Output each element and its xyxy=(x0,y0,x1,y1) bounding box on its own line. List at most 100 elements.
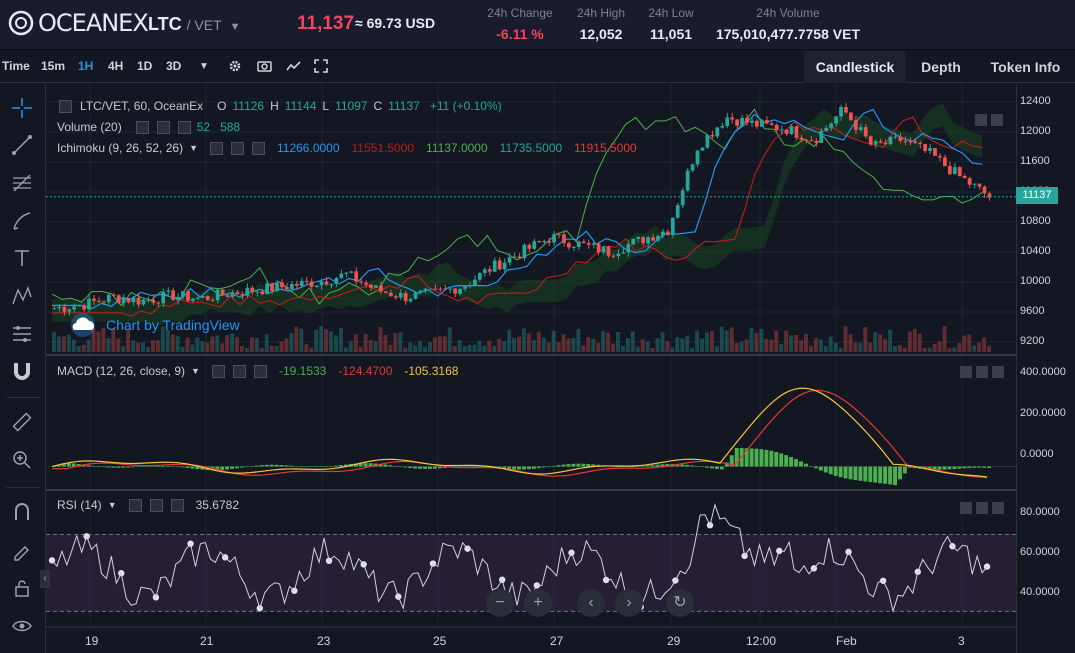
volume-bar xyxy=(611,343,615,352)
indicator-icon[interactable] xyxy=(286,59,301,73)
collapse-sidebar-icon[interactable]: ‹ xyxy=(40,570,50,588)
macd-histogram-bar xyxy=(368,463,373,467)
settings-icon[interactable] xyxy=(232,364,246,378)
close-icon[interactable] xyxy=(177,120,191,134)
volume-bar xyxy=(413,345,418,352)
volume-bar xyxy=(329,331,333,352)
lock-icon[interactable] xyxy=(8,574,36,602)
ruler-icon[interactable] xyxy=(8,408,36,436)
pane-up-icon[interactable] xyxy=(960,366,972,378)
crosshair-icon[interactable] xyxy=(8,94,36,122)
candle-body xyxy=(665,231,670,235)
close-icon[interactable] xyxy=(170,498,184,512)
fib-tool-icon[interactable] xyxy=(8,169,36,197)
macd-histogram-bar xyxy=(244,466,249,468)
interval-1h[interactable]: 1H xyxy=(78,59,94,73)
interval-3d[interactable]: 3D xyxy=(166,59,182,73)
candle-body xyxy=(453,288,457,294)
ichimoku-value: 11137.0000 xyxy=(426,141,488,155)
candle-body xyxy=(502,262,507,270)
candle-body xyxy=(354,271,359,282)
reset-chart-button[interactable]: ↻ xyxy=(666,589,694,617)
volume-bar xyxy=(571,337,576,352)
volume-bar xyxy=(640,339,645,352)
volume-bar xyxy=(338,327,343,352)
candle-body xyxy=(299,280,304,286)
pane-close-icon[interactable] xyxy=(992,502,1004,514)
brush-icon[interactable] xyxy=(8,207,36,235)
trend-line-icon[interactable] xyxy=(8,131,36,159)
volume-bar xyxy=(779,344,784,352)
macd-histogram-bar xyxy=(457,466,462,468)
volume-bar xyxy=(180,346,185,352)
macd-name[interactable]: MACD (12, 26, close, 9) xyxy=(57,364,186,378)
price-axis[interactable] xyxy=(1016,84,1075,653)
prediction-tool-icon[interactable] xyxy=(8,320,36,348)
interval-1d[interactable]: 1D xyxy=(137,59,153,73)
pane-down-icon[interactable] xyxy=(991,114,1003,126)
chevron-down-icon[interactable]: ▼ xyxy=(107,500,117,510)
volume-bar xyxy=(319,326,324,352)
scroll-left-button[interactable]: ‹ xyxy=(577,589,605,617)
zoom-out-button[interactable]: − xyxy=(486,589,514,617)
volume-name[interactable]: Volume (20) xyxy=(57,120,122,134)
pane-up-icon[interactable] xyxy=(960,502,972,514)
candle-body xyxy=(690,164,695,171)
macd-histogram-bar xyxy=(240,466,244,468)
fullscreen-icon[interactable] xyxy=(314,59,328,73)
tab-token-info[interactable]: Token Info xyxy=(990,59,1061,75)
rsi-name[interactable]: RSI (14) xyxy=(57,498,102,512)
chevron-down-icon[interactable]: ▼ xyxy=(191,366,200,376)
visibility-icon[interactable] xyxy=(135,120,149,134)
volume-bar xyxy=(126,328,131,352)
zoom-in-button[interactable]: + xyxy=(524,589,552,617)
interval-15m[interactable]: 15m xyxy=(41,59,66,73)
tradingview-watermark[interactable]: Chart by TradingView xyxy=(66,312,240,338)
stat-label: 24h High xyxy=(576,6,626,20)
pane-up-icon[interactable] xyxy=(975,114,987,126)
magnet-icon[interactable] xyxy=(8,357,36,385)
visibility-icon[interactable] xyxy=(211,364,225,378)
interval-more-chevron-icon[interactable]: ▼ xyxy=(199,61,209,72)
pattern-tool-icon[interactable] xyxy=(8,282,36,310)
zoom-in-icon[interactable] xyxy=(8,446,36,474)
pair-selector[interactable]: LTC / VET ▼ xyxy=(148,14,241,35)
settings-icon[interactable] xyxy=(231,141,244,155)
text-tool-icon[interactable] xyxy=(8,244,36,272)
ichimoku-name[interactable]: Ichimoku (9, 26, 52, 26) xyxy=(57,141,184,155)
pane-down-icon[interactable] xyxy=(976,366,988,378)
scroll-right-button[interactable]: › xyxy=(615,589,643,617)
candle-body xyxy=(304,280,309,282)
interval-4h[interactable]: 4H xyxy=(108,59,124,73)
visibility-icon[interactable] xyxy=(128,498,142,512)
volume-bar xyxy=(131,340,136,352)
chevron-down-icon[interactable]: ▼ xyxy=(189,143,198,153)
macd-histogram-bar xyxy=(680,464,685,467)
tab-candlestick[interactable]: Candlestick xyxy=(804,51,906,83)
settings-icon[interactable] xyxy=(149,498,163,512)
candle-body xyxy=(473,279,477,286)
gear-icon[interactable] xyxy=(228,59,242,73)
price-axis-label: 12000 xyxy=(1020,125,1051,137)
pane-close-icon[interactable] xyxy=(992,366,1004,378)
candle-body xyxy=(448,288,453,290)
macd-histogram-bar xyxy=(408,466,413,469)
candle-body xyxy=(388,292,393,297)
logo[interactable]: OCEANEX xyxy=(8,9,149,37)
eye-icon[interactable] xyxy=(8,612,36,640)
stay-drawing-icon[interactable] xyxy=(8,536,36,564)
tab-depth[interactable]: Depth xyxy=(921,59,961,75)
volume-bar xyxy=(665,340,670,352)
macd-histogram-bar xyxy=(655,464,660,467)
pair-base: LTC xyxy=(148,14,182,34)
settings-icon[interactable] xyxy=(156,120,170,134)
interval-time[interactable]: Time xyxy=(2,59,30,73)
collapse-legend-icon[interactable] xyxy=(59,99,72,113)
stat-24h-low: 24h Low 11,051 xyxy=(643,6,699,42)
close-icon[interactable] xyxy=(252,141,265,155)
pane-down-icon[interactable] xyxy=(976,502,988,514)
magnet-mode-icon[interactable] xyxy=(8,498,36,526)
visibility-icon[interactable] xyxy=(210,141,223,155)
camera-icon[interactable] xyxy=(257,59,272,73)
close-icon[interactable] xyxy=(253,364,267,378)
